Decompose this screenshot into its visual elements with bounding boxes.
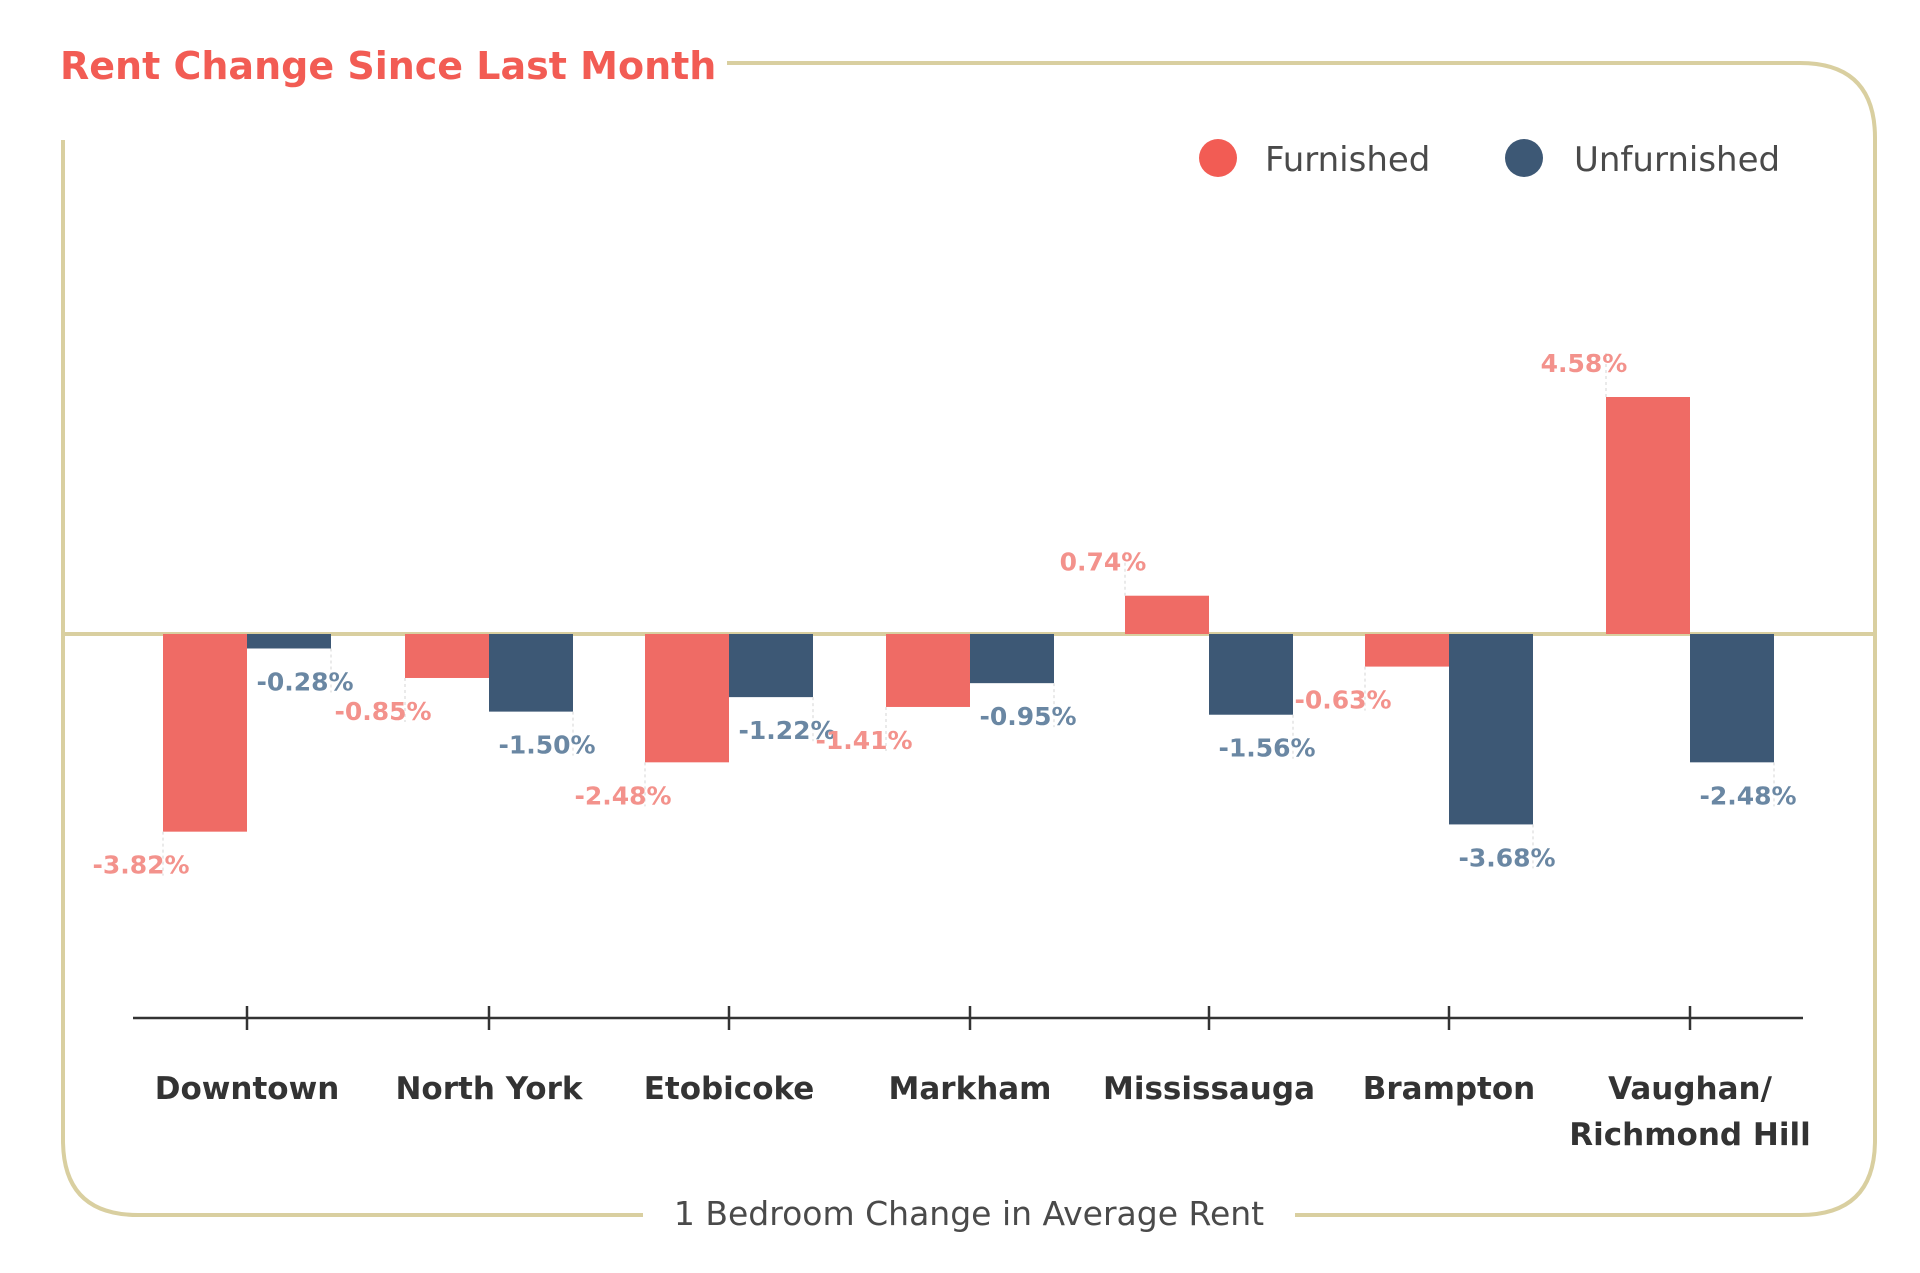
data-label-furnished-mississauga: 0.74% xyxy=(1060,548,1147,577)
frame-top-line xyxy=(727,61,1877,1217)
category-label-markham: Markham xyxy=(889,1071,1052,1107)
bar-unfurnished-vaughan-richmond-hill xyxy=(1690,634,1774,763)
category-label-mississauga: Mississauga xyxy=(1103,1071,1315,1107)
bar-furnished-markham xyxy=(886,634,970,707)
bar-furnished-mississauga xyxy=(1125,595,1209,634)
category-label-line: Brampton xyxy=(1363,1071,1536,1107)
data-label-unfurnished-vaughan-richmond-hill: -2.48% xyxy=(1699,781,1796,810)
category-label-vaughan-richmond-hill: Vaughan/Richmond Hill xyxy=(1569,1071,1810,1153)
bar-unfurnished-mississauga xyxy=(1209,634,1293,715)
bar-unfurnished-downtown xyxy=(247,634,331,649)
category-axis: Downtown North York Etobicoke Markham Missis… xyxy=(133,1006,1811,1153)
bar-unfurnished-etobicoke xyxy=(729,634,813,698)
chart-caption: 1 Bedroom Change in Average Rent xyxy=(674,1194,1264,1233)
data-label-furnished-markham: -1.41% xyxy=(815,726,912,755)
bar-unfurnished-north-york xyxy=(489,634,573,712)
data-label-furnished-etobicoke: -2.48% xyxy=(574,781,671,810)
bar-furnished-downtown xyxy=(163,634,247,832)
frame-left-line xyxy=(61,140,643,1217)
category-label-line: Vaughan/ xyxy=(1608,1071,1773,1107)
category-label-line: Markham xyxy=(889,1071,1052,1107)
bar-unfurnished-brampton xyxy=(1449,634,1533,825)
data-label-furnished-brampton: -0.63% xyxy=(1294,686,1391,715)
bar-furnished-vaughan-richmond-hill xyxy=(1606,397,1690,634)
legend-swatch-furnished xyxy=(1199,139,1237,177)
bar-furnished-brampton xyxy=(1365,634,1449,667)
bar-unfurnished-markham xyxy=(970,634,1054,684)
category-label-line: North York xyxy=(395,1071,583,1107)
chart-frame xyxy=(61,61,1877,1217)
category-label-downtown: Downtown xyxy=(155,1071,340,1107)
bar-furnished-etobicoke xyxy=(645,634,729,763)
bars-layer: -3.82% -0.28%-0.85% -1.50% -2.48% -1.22%-1.4… xyxy=(92,349,1796,880)
category-label-brampton: Brampton xyxy=(1363,1071,1536,1107)
category-label-line: Mississauga xyxy=(1103,1071,1315,1107)
data-label-furnished-downtown: -3.82% xyxy=(92,851,189,880)
data-label-unfurnished-downtown: -0.28% xyxy=(256,667,353,696)
data-label-furnished-north-york: -0.85% xyxy=(334,697,431,726)
category-label-etobicoke: Etobicoke xyxy=(644,1071,815,1107)
category-label-north-york: North York xyxy=(395,1071,583,1107)
chart-title: Rent Change Since Last Month xyxy=(60,44,716,88)
legend-label-unfurnished: Unfurnished xyxy=(1574,140,1780,180)
category-label-line: Downtown xyxy=(155,1071,340,1107)
bar-furnished-north-york xyxy=(405,634,489,678)
data-label-unfurnished-brampton: -3.68% xyxy=(1458,843,1555,872)
category-label-line: Etobicoke xyxy=(644,1071,815,1107)
legend-swatch-unfurnished xyxy=(1505,139,1543,177)
legend-label-furnished: Furnished xyxy=(1265,140,1430,180)
data-label-unfurnished-etobicoke: -1.22% xyxy=(738,716,835,745)
category-label-line: Richmond Hill xyxy=(1569,1117,1810,1153)
data-label-unfurnished-mississauga: -1.56% xyxy=(1218,734,1315,763)
data-label-unfurnished-markham: -0.95% xyxy=(979,702,1076,731)
legend: Furnished Unfurnished xyxy=(1199,139,1780,180)
data-label-unfurnished-north-york: -1.50% xyxy=(498,731,595,760)
data-label-furnished-vaughan-richmond-hill: 4.58% xyxy=(1541,349,1628,378)
